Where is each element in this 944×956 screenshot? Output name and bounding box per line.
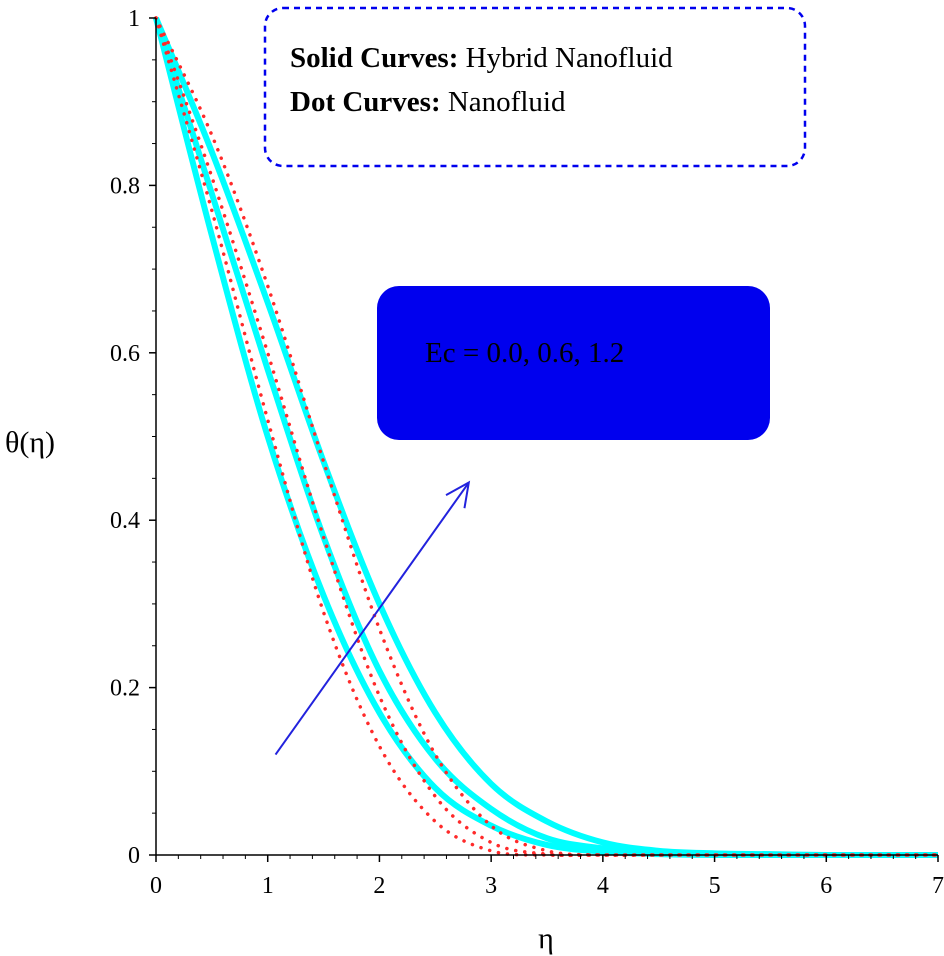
trend-arrow-shaft (274, 481, 470, 756)
legend-solid-text: Hybrid Nanofluid (466, 42, 673, 74)
trend-arrow (274, 480, 471, 756)
x-tick-label: 2 (373, 873, 385, 899)
x-tick-label: 1 (262, 873, 274, 899)
x-ticks: 0 1 2 3 4 5 6 7 (150, 855, 944, 899)
y-tick-label: 0 (128, 843, 140, 869)
x-tick-label: 5 (709, 873, 721, 899)
y-tick-label: 0.8 (110, 173, 140, 199)
legend-solid: Solid Curves: Hybrid Nanofluid (290, 42, 673, 74)
trend-arrow-head (445, 480, 471, 509)
y-tick-label: 1 (128, 6, 140, 32)
parameter-frame (377, 286, 770, 440)
legend-dot-text: Nanofluid (448, 86, 566, 118)
x-tick-label: 0 (150, 873, 162, 899)
legend-dot: Dot Curves: Nanofluid (290, 86, 566, 118)
legend-frame (263, 6, 807, 168)
y-tick-label: 0.4 (110, 508, 140, 534)
parameter-box: Ec = 0.0, 0.6, 1.2 (377, 286, 770, 440)
legend-dot-label: Dot Curves: (290, 86, 441, 118)
y-ticks: 0 0.2 0.4 0.6 0.8 1 (110, 6, 156, 869)
legend-box: Solid Curves: Hybrid Nanofluid Dot Curve… (263, 6, 807, 168)
y-tick-label: 0.2 (110, 676, 140, 702)
parameter-annotation: Ec = 0.0, 0.6, 1.2 (425, 337, 624, 369)
y-axis-title: θ(η) (5, 426, 55, 459)
x-tick-label: 4 (597, 873, 609, 899)
x-tick-label: 7 (932, 873, 944, 899)
y-tick-label: 0.6 (110, 341, 140, 367)
x-axis-title: η (538, 922, 554, 955)
legend-solid-label: Solid Curves: (290, 42, 458, 74)
x-tick-label: 3 (485, 873, 497, 899)
x-tick-label: 6 (820, 873, 832, 899)
